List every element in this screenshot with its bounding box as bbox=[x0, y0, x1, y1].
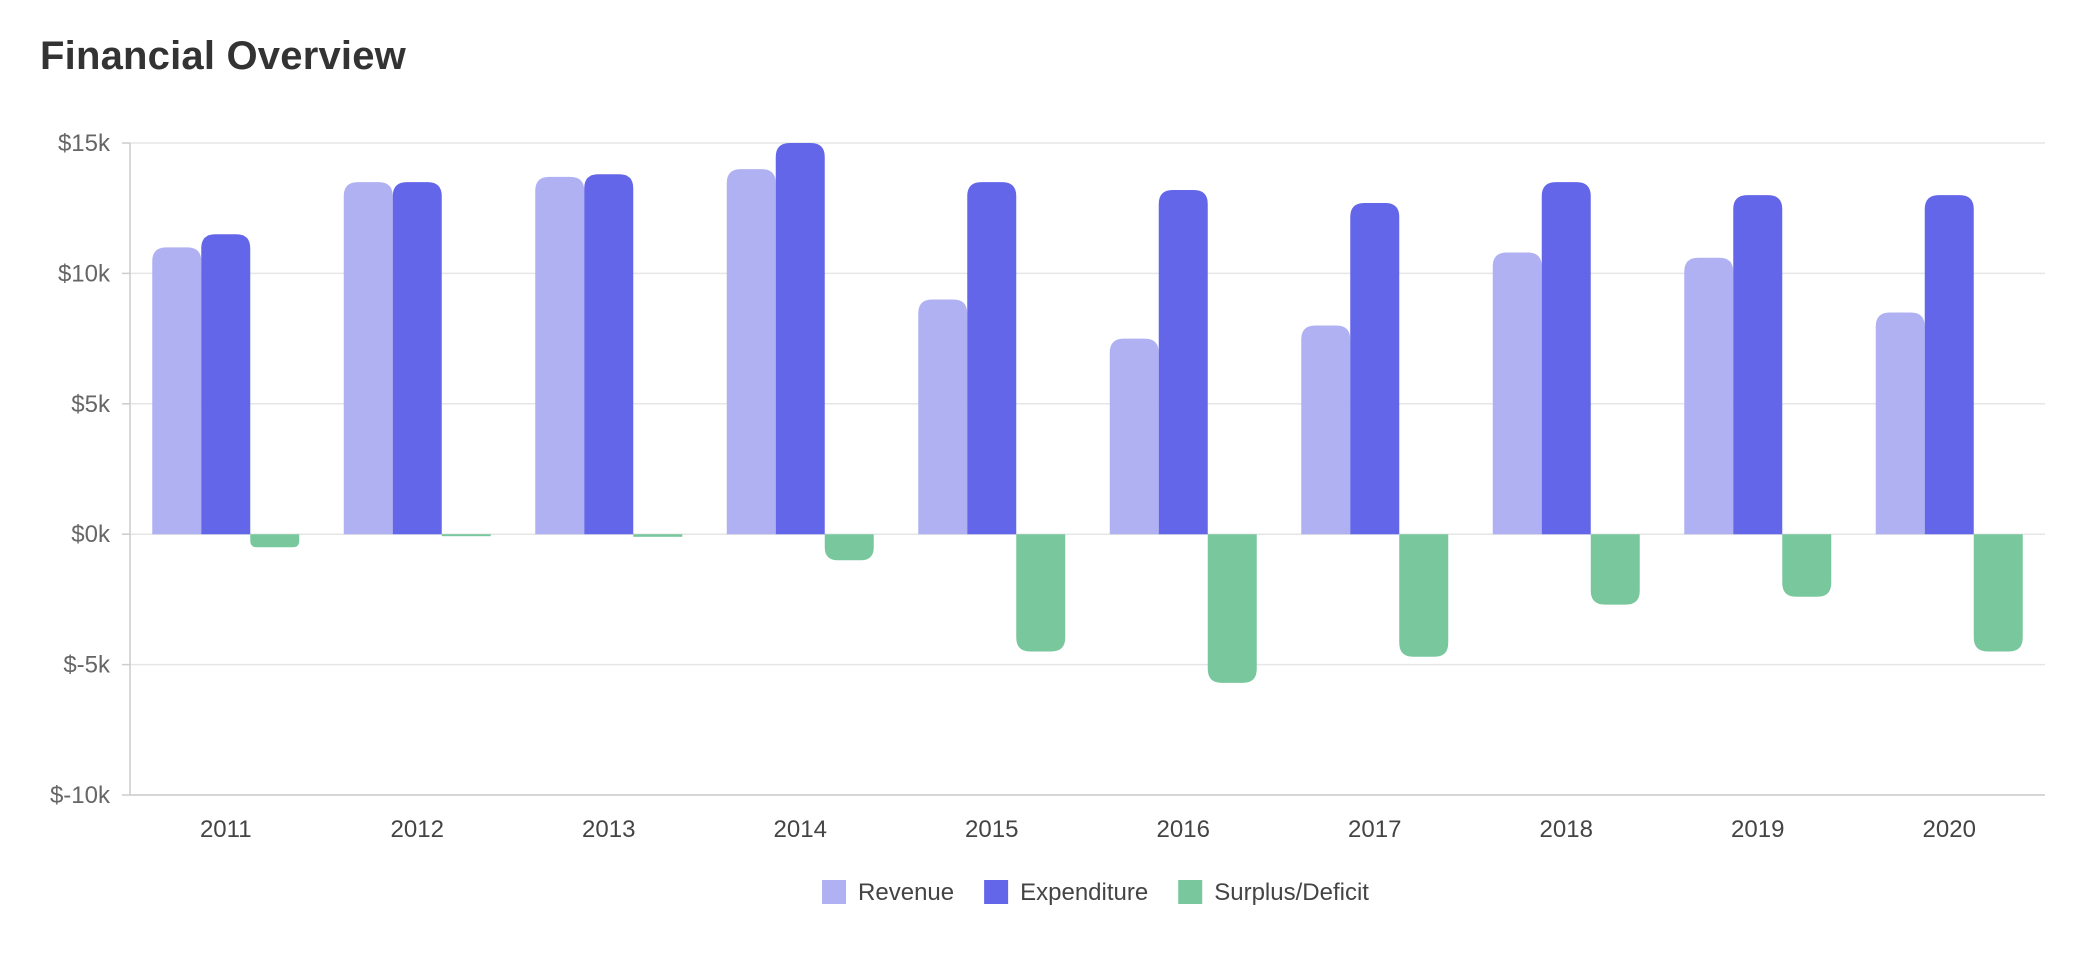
x-tick-label: 2014 bbox=[774, 816, 827, 843]
x-tick-label: 2013 bbox=[582, 816, 635, 843]
bar-surplus-deficit-2012[interactable] bbox=[441, 534, 491, 537]
legend-item-revenue[interactable]: Revenue bbox=[822, 879, 954, 906]
bar-surplus-deficit-2015[interactable] bbox=[1016, 534, 1066, 652]
bar-expenditure-2013[interactable] bbox=[584, 174, 634, 535]
bar-surplus-deficit-2011[interactable] bbox=[250, 534, 300, 548]
y-tick-label: $0k bbox=[71, 521, 111, 548]
tick-labels: $15k $10k $5k $0k $-5k $-10k 2011 2012 2013 2014 2… bbox=[50, 130, 1976, 843]
legend: Revenue Expenditure Surplus/Deficit bbox=[822, 879, 1369, 906]
bar-surplus-deficit-2013[interactable] bbox=[633, 534, 683, 537]
x-tick-label: 2020 bbox=[1923, 816, 1976, 843]
legend-item-expenditure[interactable]: Expenditure bbox=[984, 879, 1148, 906]
y-tick-label: $10k bbox=[58, 260, 111, 287]
y-tick-label: $-10k bbox=[50, 782, 111, 809]
x-tick-label: 2019 bbox=[1731, 816, 1784, 843]
bar-revenue-2018[interactable] bbox=[1492, 252, 1542, 535]
legend-label: Revenue bbox=[858, 879, 954, 906]
bar-surplus-deficit-2018[interactable] bbox=[1590, 534, 1640, 605]
bar-expenditure-2020[interactable] bbox=[1924, 195, 1974, 535]
bar-revenue-2017[interactable] bbox=[1301, 325, 1351, 535]
bar-expenditure-2015[interactable] bbox=[967, 182, 1017, 535]
bar-expenditure-2011[interactable] bbox=[201, 234, 251, 535]
bar-revenue-2013[interactable] bbox=[535, 176, 585, 535]
x-tick-label: 2018 bbox=[1540, 816, 1593, 843]
bar-revenue-2011[interactable] bbox=[152, 247, 202, 535]
bar-revenue-2014[interactable] bbox=[726, 169, 776, 535]
x-tick-label: 2011 bbox=[200, 816, 252, 843]
bar-expenditure-2018[interactable] bbox=[1541, 182, 1591, 535]
legend-label: Surplus/Deficit bbox=[1214, 879, 1369, 906]
bars bbox=[152, 143, 2023, 683]
bar-expenditure-2012[interactable] bbox=[392, 182, 442, 535]
bar-surplus-deficit-2014[interactable] bbox=[824, 534, 874, 561]
bar-revenue-2016[interactable] bbox=[1109, 338, 1159, 535]
y-tick-label: $-5k bbox=[63, 652, 111, 679]
bar-surplus-deficit-2017[interactable] bbox=[1399, 534, 1449, 657]
bar-expenditure-2017[interactable] bbox=[1350, 202, 1400, 535]
bar-surplus-deficit-2019[interactable] bbox=[1782, 534, 1832, 597]
bar-revenue-2015[interactable] bbox=[918, 299, 968, 535]
chart-title: Financial Overview bbox=[40, 34, 406, 78]
legend-label: Expenditure bbox=[1020, 879, 1148, 906]
legend-swatch bbox=[822, 880, 847, 904]
bar-revenue-2012[interactable] bbox=[343, 182, 393, 535]
x-tick-label: 2016 bbox=[1157, 816, 1210, 843]
bar-expenditure-2019[interactable] bbox=[1733, 195, 1783, 535]
axes bbox=[122, 142, 2045, 796]
legend-swatch bbox=[1178, 880, 1203, 904]
bar-revenue-2020[interactable] bbox=[1875, 312, 1925, 535]
y-tick-label: $15k bbox=[58, 130, 111, 157]
bar-surplus-deficit-2016[interactable] bbox=[1207, 534, 1257, 683]
x-tick-label: 2012 bbox=[391, 816, 444, 843]
legend-swatch bbox=[984, 880, 1009, 904]
bar-revenue-2019[interactable] bbox=[1684, 257, 1734, 535]
bar-expenditure-2016[interactable] bbox=[1158, 189, 1208, 535]
legend-item-surplus-deficit[interactable]: Surplus/Deficit bbox=[1178, 879, 1369, 906]
x-tick-label: 2015 bbox=[965, 816, 1018, 843]
y-tick-label: $5k bbox=[71, 391, 111, 418]
x-tick-label: 2017 bbox=[1348, 816, 1401, 843]
bar-surplus-deficit-2020[interactable] bbox=[1973, 534, 2023, 652]
bar-expenditure-2014[interactable] bbox=[775, 143, 825, 535]
